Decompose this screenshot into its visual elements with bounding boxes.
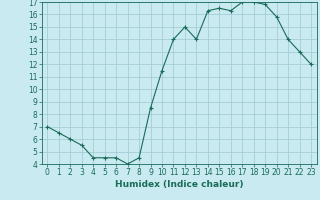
X-axis label: Humidex (Indice chaleur): Humidex (Indice chaleur) <box>115 180 244 189</box>
